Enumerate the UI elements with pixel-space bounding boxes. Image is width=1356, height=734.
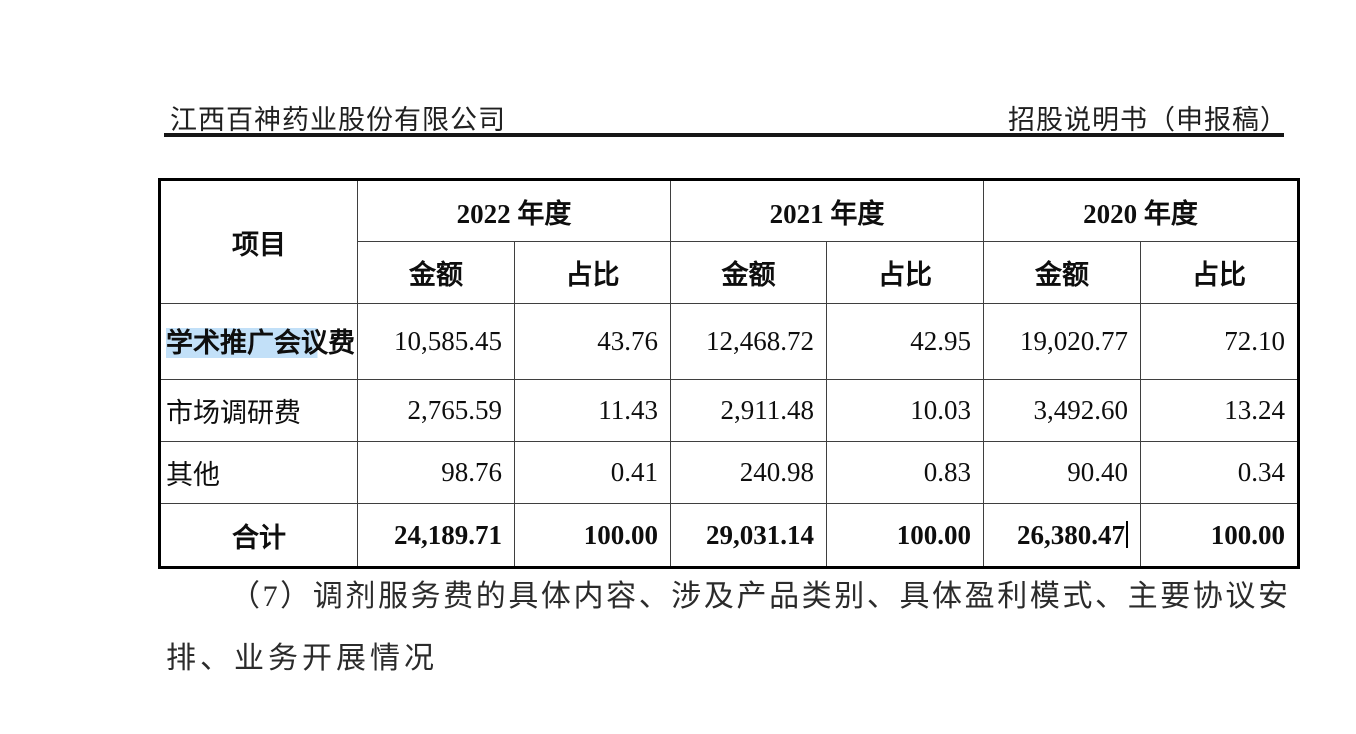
body-paragraph: （7）调剂服务费的具体内容、涉及产品类别、具体盈利模式、主要协议安 排、业务开展… [166,566,1288,690]
cell-ratio-2021: 0.83 [826,441,984,504]
row-label-rest: 费 [328,327,355,358]
table-row: 市场调研费 2,765.59 11.43 2,911.48 10.03 3,49… [159,379,1299,442]
company-name: 江西百神药业股份有限公司 [170,105,506,135]
column-header-ratio-2021: 占比 [826,241,984,304]
cell-amount-2021: 2,911.48 [670,379,827,442]
cell-amount-2020: 26,380.47 [983,503,1141,568]
column-header-year-2022: 2022 年度 [357,179,671,242]
row-label-total: 合计 [159,503,358,568]
cell-amount-2022: 10,585.45 [357,303,515,380]
cell-ratio-2022: 43.76 [514,303,671,380]
total-amount-2020: 26,380.47 [1017,519,1125,550]
column-header-amount-2021: 金额 [670,241,827,304]
table-row: 学术推广会议费 10,585.45 43.76 12,468.72 42.95 … [159,303,1299,380]
cell-ratio-2020: 72.10 [1140,303,1299,380]
cell-amount-2021: 240.98 [670,441,827,504]
column-header-year-2021: 2021 年度 [670,179,984,242]
column-header-year-2020: 2020 年度 [983,179,1299,242]
table-row-total: 合计 24,189.71 100.00 29,031.14 100.00 26,… [159,503,1299,568]
page-header: 江西百神药业股份有限公司 招股说明书（申报稿） [170,98,1288,137]
cell-amount-2020: 3,492.60 [983,379,1141,442]
cell-ratio-2020: 13.24 [1140,379,1299,442]
expense-breakdown-table: 项目 2022 年度 2021 年度 2020 年度 金额 占比 金额 占比 金… [158,178,1300,569]
cell-amount-2022: 2,765.59 [357,379,515,442]
cell-ratio-2020: 0.34 [1140,441,1299,504]
cell-amount-2022: 24,189.71 [357,503,515,568]
cell-ratio-2021: 42.95 [826,303,984,380]
cell-amount-2022: 98.76 [357,441,515,504]
cell-amount-2021: 29,031.14 [670,503,827,568]
paragraph-line-1: （7）调剂服务费的具体内容、涉及产品类别、具体盈利模式、主要协议安 [230,580,1288,613]
cell-ratio-2021: 100.00 [826,503,984,568]
cell-ratio-2020: 100.00 [1140,503,1299,568]
cell-ratio-2022: 11.43 [514,379,671,442]
column-header-ratio-2022: 占比 [514,241,671,304]
table-row: 其他 98.76 0.41 240.98 0.83 90.40 0.34 [159,441,1299,504]
doc-title: 招股说明书（申报稿） [1008,105,1288,135]
cell-ratio-2022: 100.00 [514,503,671,568]
row-label-market-research: 市场调研费 [159,379,358,442]
column-header-amount-2022: 金额 [357,241,515,304]
text-cursor [1126,520,1128,548]
selection-highlight: 学术推广会 [166,327,301,358]
cell-amount-2021: 12,468.72 [670,303,827,380]
row-label-academic-promotion: 学术推广会议费 [159,303,358,380]
column-header-ratio-2020: 占比 [1140,241,1299,304]
cell-amount-2020: 90.40 [983,441,1141,504]
cell-ratio-2022: 0.41 [514,441,671,504]
selection-highlight-partial: 议 [301,327,328,358]
column-header-item: 项目 [159,179,358,304]
table-header-row-years: 项目 2022 年度 2021 年度 2020 年度 [159,179,1299,304]
row-label-other: 其他 [159,441,358,504]
header-rule [164,133,1284,137]
cell-ratio-2021: 10.03 [826,379,984,442]
column-header-amount-2020: 金额 [983,241,1141,304]
cell-amount-2020: 19,020.77 [983,303,1141,380]
paragraph-line-2: 排、业务开展情况 [166,642,438,675]
